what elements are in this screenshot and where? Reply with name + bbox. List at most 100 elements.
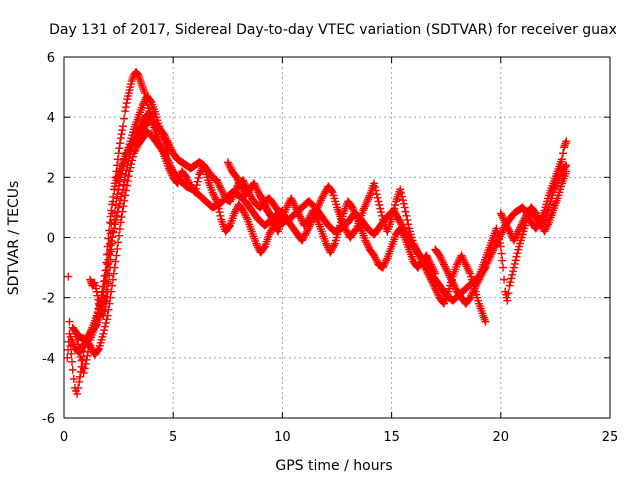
- data-point: [113, 207, 122, 216]
- data-point: [498, 256, 507, 265]
- data-point: [349, 205, 358, 214]
- data-point: [421, 264, 430, 273]
- data-point: [498, 263, 507, 272]
- data-point: [76, 352, 85, 361]
- data-point: [328, 244, 337, 253]
- data-point: [114, 203, 123, 212]
- data-point: [138, 101, 147, 110]
- data-point: [262, 204, 271, 213]
- data-point: [509, 267, 518, 276]
- data-point: [559, 149, 568, 158]
- data-point: [301, 229, 310, 238]
- data-point: [224, 160, 233, 169]
- data-point: [443, 267, 452, 276]
- data-point: [398, 229, 407, 238]
- data-point: [119, 180, 128, 189]
- data-point: [444, 269, 453, 278]
- data-point: [361, 236, 370, 245]
- y-tick-label: 6: [47, 51, 55, 66]
- data-point: [495, 235, 504, 244]
- data-point: [102, 265, 111, 274]
- data-point: [511, 232, 520, 241]
- data-point: [234, 176, 243, 185]
- data-point: [293, 207, 302, 216]
- plot-frame: [63, 56, 611, 419]
- data-point: [115, 144, 124, 153]
- data-point: [430, 282, 439, 291]
- data-point: [500, 216, 509, 225]
- data-point: [68, 365, 77, 374]
- data-point: [95, 302, 104, 311]
- data-point: [509, 236, 518, 245]
- data-point: [379, 261, 388, 270]
- data-point: [497, 249, 506, 258]
- data-point: [107, 237, 116, 246]
- data-point: [508, 270, 517, 279]
- data-point: [378, 263, 387, 272]
- data-point: [540, 227, 549, 236]
- data-point: [519, 216, 528, 225]
- data-point: [391, 201, 400, 210]
- data-point: [453, 260, 462, 269]
- data-point: [442, 265, 451, 274]
- data-point: [413, 248, 422, 257]
- data-point: [398, 196, 407, 205]
- data-point: [457, 251, 466, 260]
- data-series: [68, 128, 283, 359]
- data-point: [458, 253, 467, 262]
- data-point: [312, 213, 321, 222]
- data-point: [397, 226, 406, 235]
- data-point: [64, 345, 73, 354]
- data-point: [377, 208, 386, 217]
- data-point: [64, 272, 73, 281]
- data-point: [360, 202, 369, 211]
- data-point: [266, 228, 275, 237]
- data-point: [116, 218, 125, 227]
- data-point: [305, 222, 314, 231]
- y-tick-label: 0: [47, 232, 55, 247]
- data-point: [298, 236, 307, 245]
- data-point: [120, 175, 129, 184]
- data-point: [404, 220, 413, 229]
- data-point: [460, 256, 469, 265]
- data-point: [108, 200, 117, 209]
- data-point: [453, 258, 462, 267]
- data-point: [83, 351, 92, 360]
- data-point: [100, 326, 109, 335]
- data-point: [425, 256, 434, 265]
- y-tick-label: 4: [47, 111, 55, 126]
- data-point: [433, 290, 442, 299]
- data-point: [317, 194, 326, 203]
- data-point: [235, 178, 244, 187]
- data-point: [363, 197, 372, 206]
- data-point: [80, 364, 89, 373]
- data-point: [463, 264, 472, 273]
- data-point: [423, 253, 432, 262]
- data-point: [195, 170, 204, 179]
- data-point: [424, 255, 433, 264]
- data-point: [226, 163, 235, 172]
- data-point: [237, 184, 246, 193]
- data-point: [531, 209, 540, 218]
- data-point: [93, 312, 102, 321]
- data-point: [115, 181, 124, 190]
- data-point: [536, 220, 545, 229]
- data-point: [516, 223, 525, 232]
- data-point: [166, 161, 175, 170]
- data-point: [292, 205, 301, 214]
- x-tick-label: 15: [383, 430, 400, 445]
- data-point: [543, 220, 552, 229]
- data-point: [108, 275, 117, 284]
- data-point: [250, 179, 259, 188]
- data-point: [521, 213, 530, 222]
- data-point: [210, 191, 219, 200]
- data-point: [510, 234, 519, 243]
- data-point: [101, 322, 110, 331]
- data-point: [313, 203, 322, 212]
- data-point: [520, 214, 529, 223]
- data-point: [218, 187, 227, 196]
- data-point: [137, 120, 146, 129]
- data-point: [76, 348, 85, 357]
- data-point: [498, 213, 507, 222]
- data-point: [194, 173, 203, 182]
